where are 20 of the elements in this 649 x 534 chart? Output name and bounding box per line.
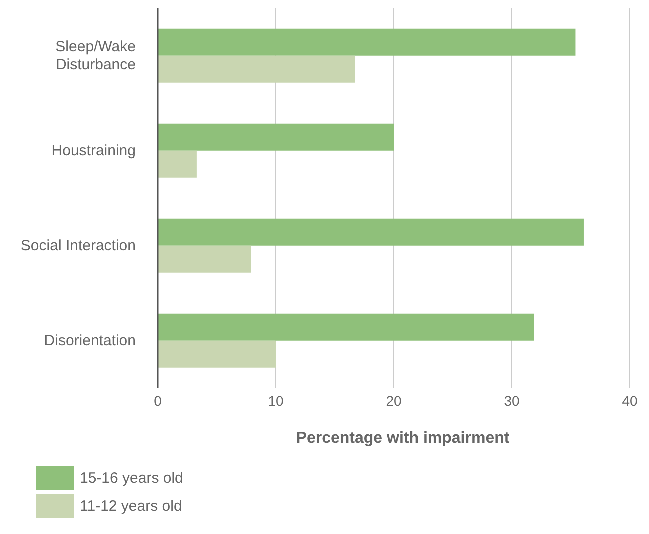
legend-label: 15-16 years old xyxy=(80,470,184,486)
x-axis-title: Percentage with impairment xyxy=(295,430,511,448)
bar xyxy=(158,218,584,246)
bar xyxy=(158,124,394,151)
bar xyxy=(158,314,534,341)
legend-label: 11-12 years old xyxy=(80,498,182,514)
bar xyxy=(158,150,197,178)
x-tick-label: 20 xyxy=(386,392,402,409)
x-tick-label: 30 xyxy=(504,392,520,409)
x-tick-label: 10 xyxy=(268,392,284,409)
bar xyxy=(158,56,356,83)
bar xyxy=(158,28,576,56)
bar xyxy=(158,340,276,368)
y-tick-label: Disorientation xyxy=(44,332,136,349)
bar xyxy=(158,246,252,273)
y-tick-label: Social Interaction xyxy=(20,237,136,254)
y-tick-label: Sleep/Wake Disturbance xyxy=(56,38,136,73)
x-tick-label: 40 xyxy=(622,392,638,409)
x-tick-label: 0 xyxy=(154,392,162,409)
y-tick-label: Houstraining xyxy=(52,142,136,159)
